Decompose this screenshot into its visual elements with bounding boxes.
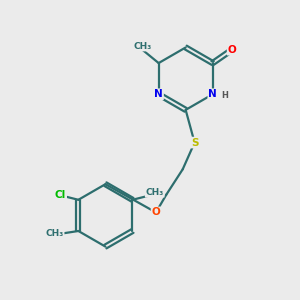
Text: CH₃: CH₃	[46, 230, 64, 238]
Text: H: H	[222, 91, 229, 100]
Text: CH₃: CH₃	[146, 188, 164, 197]
Text: Cl: Cl	[55, 190, 66, 200]
Text: O: O	[152, 207, 160, 218]
Text: O: O	[228, 45, 236, 55]
Text: N: N	[154, 89, 163, 99]
Text: S: S	[191, 138, 198, 148]
Text: N: N	[208, 89, 217, 99]
Text: CH₃: CH₃	[133, 42, 152, 51]
